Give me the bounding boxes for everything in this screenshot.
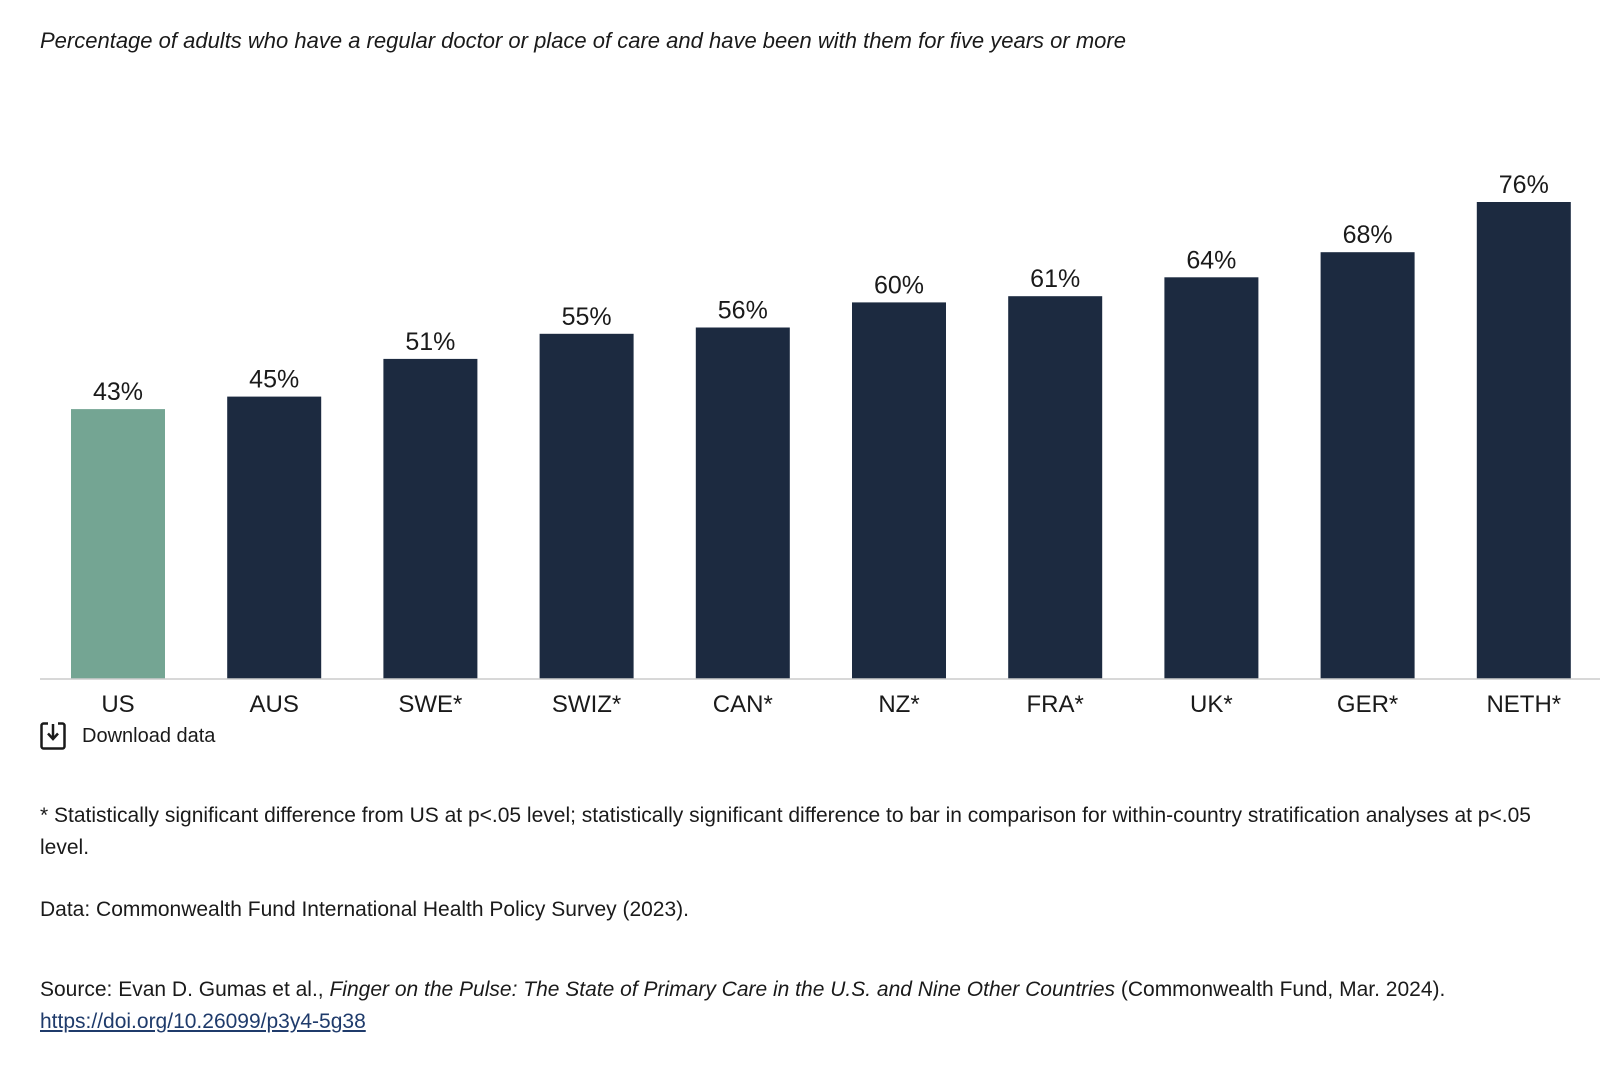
bar-fra <box>1008 296 1103 679</box>
bar-us <box>71 409 165 679</box>
category-label-uk: UK* <box>1190 691 1233 718</box>
download-data-label: Download data <box>82 724 216 747</box>
category-label-swe: SWE* <box>398 691 462 718</box>
category-label-neth: NETH* <box>1486 691 1561 718</box>
source-note: Source: Evan D. Gumas et al., Finger on … <box>40 974 1560 1038</box>
category-label-fra: FRA* <box>1027 691 1084 718</box>
source-title: Finger on the Pulse: The State of Primar… <box>329 978 1116 1001</box>
value-label-nz: 60% <box>874 271 924 299</box>
source-doi-link[interactable]: https://doi.org/10.26099/p3y4-5g38 <box>40 1010 366 1033</box>
bar-swe <box>383 358 478 679</box>
value-label-aus: 45% <box>249 366 299 394</box>
chart-notes: * Statistically significant difference f… <box>40 800 1560 1038</box>
bars-layer <box>71 202 1571 679</box>
data-note: Data: Commonwealth Fund International He… <box>40 898 689 921</box>
download-icon <box>40 722 66 750</box>
bar-uk <box>1164 277 1259 679</box>
value-label-uk: 64% <box>1186 246 1236 274</box>
value-label-swiz: 55% <box>562 303 612 331</box>
chart-subtitle: Percentage of adults who have a regular … <box>40 28 1126 53</box>
bar-aus <box>227 396 322 679</box>
category-label-aus: AUS <box>250 691 299 718</box>
download-data-button[interactable]: Download data <box>40 722 215 750</box>
value-label-us: 43% <box>93 378 143 406</box>
category-labels-layer: US AUS SWE* SWIZ* CAN* NZ* FRA* UK* GER* NETH* <box>101 691 1561 718</box>
bar-chart: 43% 45% 51% 55% 56% 60% 61% 64% 68% 76% US AUS SWE*… <box>40 171 1600 718</box>
source-prefix: Source: Evan D. Gumas et al., <box>40 978 330 1001</box>
bar-can <box>695 327 790 679</box>
category-label-ger: GER* <box>1337 691 1398 718</box>
bar-nz <box>852 302 946 679</box>
bar-neth <box>1476 202 1571 679</box>
value-label-ger: 68% <box>1343 221 1393 249</box>
bar-swiz <box>539 333 634 679</box>
category-label-nz: NZ* <box>878 691 919 718</box>
significance-note: * Statistically significant difference f… <box>40 804 1531 859</box>
value-label-neth: 76% <box>1499 171 1549 199</box>
source-suffix: (Commonwealth Fund, Mar. 2024). <box>1115 978 1446 1001</box>
category-label-us: US <box>101 691 134 718</box>
value-label-swe: 51% <box>405 328 455 356</box>
bar-ger <box>1320 252 1415 679</box>
value-label-can: 56% <box>718 297 768 325</box>
category-label-can: CAN* <box>713 691 773 718</box>
value-labels-layer: 43% 45% 51% 55% 56% 60% 61% 64% 68% 76% <box>93 171 1549 406</box>
category-label-swiz: SWIZ* <box>552 691 621 718</box>
value-label-fra: 61% <box>1030 265 1080 293</box>
